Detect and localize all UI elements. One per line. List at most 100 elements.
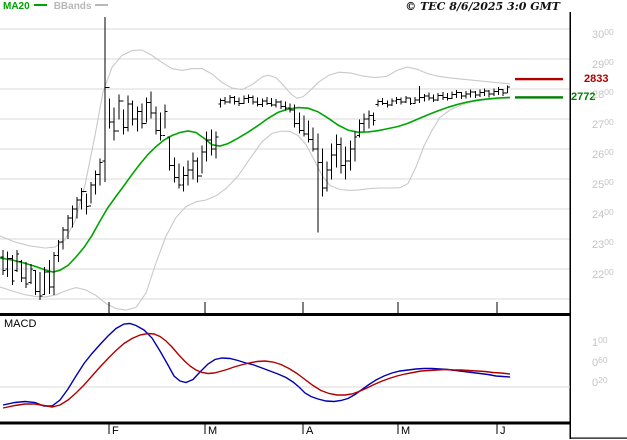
macd-axis-label: 100 (592, 335, 608, 349)
ohlc-bar (371, 112, 376, 126)
y-axis-label: 2800 (592, 87, 614, 101)
ohlc-bars (0, 17, 510, 300)
ohlc-bar (468, 89, 473, 98)
y-axis-label: 3000 (592, 27, 614, 41)
ohlc-bar (278, 100, 284, 109)
ref-line-high-label: 2833 (584, 73, 609, 86)
ohlc-bar (195, 157, 200, 183)
macd-line (2, 322, 511, 407)
ohlc-bar (301, 115, 307, 137)
ohlc-bar (486, 89, 492, 98)
ohlc-bar (315, 133, 321, 233)
macd-axis-label: 060 (592, 355, 608, 369)
month-label: J (500, 425, 506, 437)
ohlc-bar (236, 97, 242, 106)
bottom-right-baseline (570, 437, 627, 439)
ohlc-bar (422, 93, 427, 102)
ohlc-bar (23, 262, 29, 288)
ohlc-bar (352, 131, 358, 162)
ohlc-bar (139, 103, 145, 129)
month-label: M (401, 425, 411, 437)
ohlc-bar (297, 112, 302, 134)
ohlc-bar (37, 272, 43, 300)
ohlc-bar (93, 170, 98, 195)
ohlc-bar (500, 89, 506, 97)
price-month-ticks (108, 302, 498, 313)
y-axis-label: 2700 (592, 117, 614, 131)
ohlc-bar (338, 137, 344, 174)
ohlc-bar (380, 98, 385, 106)
ohlc-bar (477, 89, 483, 97)
ma20-line (0, 96, 511, 273)
ohlc-bar (222, 96, 228, 105)
ohlc-bar (320, 148, 325, 197)
ohlc-bar (28, 263, 34, 284)
ohlc-bar (51, 251, 57, 296)
macd-axis-label: 020 (592, 375, 608, 389)
ohlc-bar (426, 92, 432, 101)
y-axis-label: 2400 (592, 207, 614, 221)
macd-panel-label: MACD (4, 318, 37, 330)
ohlc-bar (269, 98, 274, 107)
ohlc-bar (176, 163, 182, 189)
bottom-month-ticks (108, 424, 498, 434)
ohlc-bar (65, 215, 71, 239)
legend-ma20-line-swatch (33, 4, 47, 7)
ohlc-bar (121, 100, 126, 135)
ohlc-bar (472, 90, 478, 98)
ohlc-bar (42, 266, 47, 296)
ohlc-bar (111, 107, 117, 141)
ohlc-bar (107, 87, 112, 129)
ohlc-bar (162, 104, 168, 136)
ohlc-bar (70, 205, 75, 228)
ohlc-bar (125, 95, 131, 132)
ohlc-bar (84, 191, 89, 215)
ref-line-high (515, 77, 563, 81)
ohlc-bar (158, 112, 163, 141)
ohlc-bar (394, 96, 399, 104)
ohlc-bar (47, 260, 52, 294)
ohlc-bar (79, 188, 85, 210)
ohlc-bar (496, 87, 501, 95)
ohlc-bar (398, 97, 404, 105)
y-axis-label: 2900 (592, 57, 614, 71)
ohlc-bar (241, 95, 247, 104)
ohlc-bar (491, 88, 497, 97)
legend: MA20 BBands (3, 1, 115, 12)
ohlc-bar (459, 92, 464, 100)
ohlc-bar (334, 134, 339, 168)
ohlc-bar (185, 160, 191, 186)
ohlc-bar (306, 120, 311, 143)
ohlc-bar (97, 158, 103, 186)
ohlc-bar (144, 97, 149, 124)
ohlc-bar (343, 146, 348, 180)
ohlc-bar (273, 99, 279, 108)
ohlc-bar (292, 104, 297, 128)
ohlc-bar (134, 106, 140, 132)
ohlc-bar (56, 239, 61, 263)
ohlc-bar (74, 197, 80, 219)
month-label: M (208, 425, 218, 437)
ohlc-bar (366, 110, 372, 129)
ohlc-bar (287, 103, 293, 113)
bollinger-upper-band (0, 49, 511, 249)
macd-signal-line (2, 332, 511, 409)
legend-ma20-label: MA20 (3, 1, 30, 12)
ohlc-bar (172, 157, 177, 183)
ohlc-bar (375, 99, 381, 107)
y-axis-label: 2500 (592, 177, 614, 191)
ohlc-bar (204, 131, 210, 162)
ohlc-bar (408, 97, 413, 106)
ohlc-bar (199, 145, 205, 177)
month-label: F (112, 425, 119, 437)
ohlc-bar (102, 17, 108, 182)
ohlc-bar (440, 92, 446, 100)
ohlc-bar (148, 91, 154, 119)
ref-line-low-label: 2772 (571, 91, 596, 104)
ohlc-bar (60, 227, 66, 250)
ohlc-bar (357, 119, 362, 138)
ohlc-bar (283, 101, 288, 111)
ohlc-bar (403, 95, 409, 104)
y-axis-label: 2300 (592, 237, 614, 251)
